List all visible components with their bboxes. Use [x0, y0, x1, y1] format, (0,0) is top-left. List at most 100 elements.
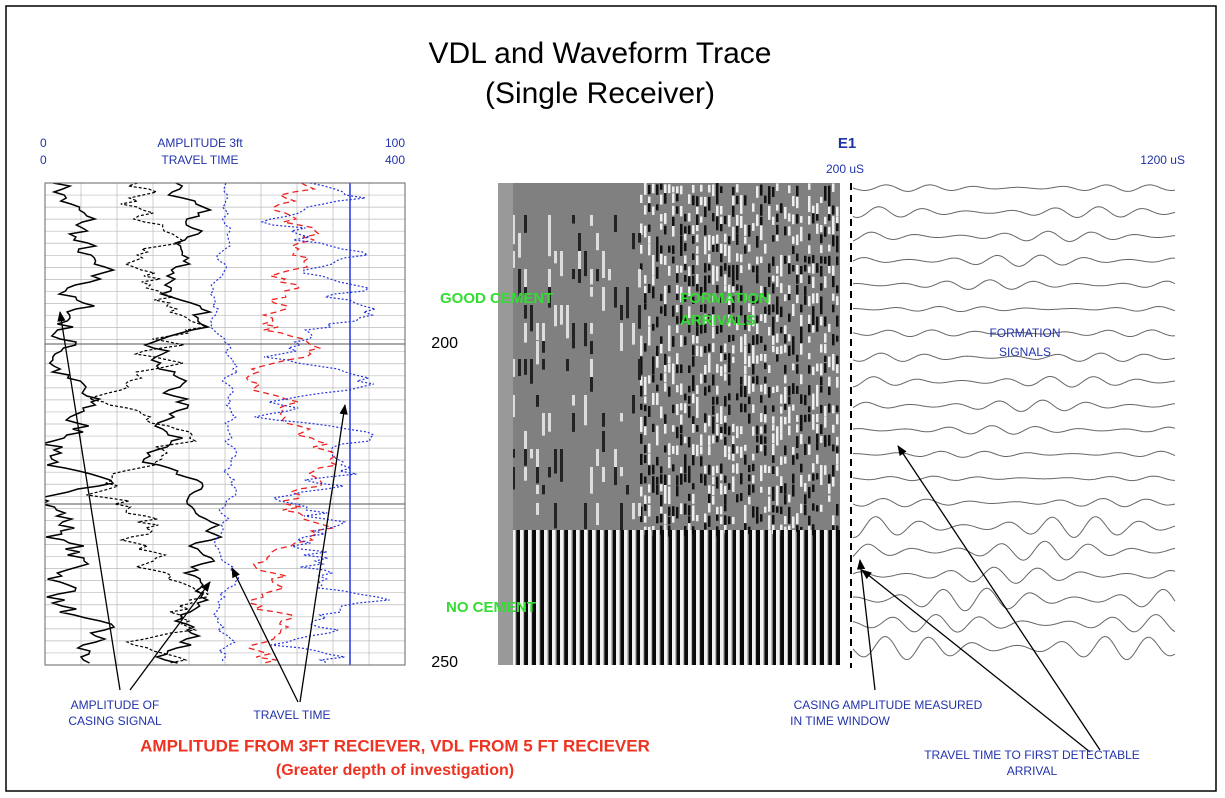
- decoration: [524, 530, 528, 665]
- decoration: [808, 336, 811, 342]
- decoration: [704, 423, 707, 432]
- decoration: [760, 487, 763, 493]
- decoration: [732, 265, 735, 276]
- decoration: [640, 454, 643, 465]
- decoration: [728, 483, 731, 490]
- decoration: [696, 336, 699, 343]
- decoration: [812, 414, 815, 422]
- decoration: [808, 385, 811, 395]
- decoration: [668, 285, 671, 293]
- decoration: [800, 274, 803, 283]
- decoration: [644, 455, 647, 463]
- decoration: [672, 226, 675, 237]
- decoration: [672, 405, 675, 413]
- decoration: [664, 365, 667, 372]
- decoration: [780, 530, 784, 665]
- decoration: [744, 445, 747, 451]
- decoration: [820, 377, 823, 386]
- decoration: [784, 375, 787, 383]
- decoration: [804, 415, 807, 422]
- decoration: [728, 393, 731, 400]
- waveform: [853, 567, 1175, 583]
- decoration: [812, 213, 815, 223]
- decoration: [824, 465, 827, 475]
- decoration: [776, 205, 779, 211]
- decoration: [652, 365, 655, 375]
- decoration: [812, 485, 815, 492]
- decoration: [756, 273, 759, 283]
- decoration: [764, 354, 767, 362]
- decoration: [724, 274, 727, 285]
- decoration: [676, 193, 679, 201]
- decoration: [768, 213, 771, 220]
- decoration: [792, 215, 795, 225]
- decoration: [580, 530, 584, 665]
- decoration: [660, 246, 663, 255]
- decoration: [740, 473, 743, 484]
- decoration: [796, 275, 799, 284]
- decoration: [764, 445, 767, 455]
- decoration: [596, 233, 599, 250]
- decoration: [740, 195, 743, 203]
- decoration: [572, 395, 575, 406]
- decoration: [720, 186, 723, 193]
- decoration: [756, 214, 759, 226]
- decoration: [560, 305, 563, 325]
- decoration: [498, 183, 513, 665]
- decoration: [800, 425, 803, 431]
- decoration: [652, 324, 655, 331]
- decoration: [744, 505, 747, 515]
- decoration: [676, 486, 679, 497]
- decoration: [664, 496, 667, 503]
- decoration: [724, 216, 727, 224]
- decoration: [812, 317, 815, 326]
- decoration: [712, 496, 715, 504]
- annotation: IN TIME WINDOW: [790, 714, 890, 728]
- decoration: [792, 405, 795, 411]
- decoration: [800, 434, 803, 444]
- decoration: [696, 515, 699, 521]
- decoration: [644, 530, 648, 665]
- decoration: [808, 204, 811, 212]
- decoration: [792, 196, 795, 206]
- decoration: [684, 504, 687, 515]
- decoration: [805, 530, 809, 665]
- zone-label: FORMATION: [680, 290, 770, 307]
- decoration: [824, 317, 827, 327]
- decoration: [708, 465, 711, 475]
- decoration: [744, 353, 747, 364]
- decoration: [776, 304, 779, 315]
- decoration: [696, 234, 699, 242]
- zone-label: GOOD CEMENT: [440, 290, 553, 307]
- decoration: [736, 274, 739, 280]
- decoration: [784, 325, 787, 334]
- decoration: [740, 336, 743, 345]
- decoration: [664, 383, 667, 391]
- decoration: [554, 449, 557, 474]
- decoration: [788, 426, 791, 436]
- decoration: [760, 435, 763, 444]
- decoration: [824, 276, 827, 288]
- decoration: [824, 417, 827, 428]
- decoration: [796, 386, 799, 394]
- decoration: [680, 266, 683, 273]
- decoration: [808, 436, 811, 443]
- decoration: [664, 286, 667, 298]
- decoration: [712, 184, 715, 196]
- decoration: [684, 530, 688, 665]
- decoration: [768, 277, 771, 287]
- vdl-label: E1: [838, 135, 856, 152]
- decoration: [736, 226, 739, 233]
- decoration: [660, 407, 663, 419]
- vdl-image: [498, 183, 844, 665]
- decoration: [605, 530, 609, 665]
- decoration: [784, 530, 788, 665]
- decoration: [776, 276, 779, 287]
- decoration: [720, 353, 723, 361]
- decoration: [808, 414, 811, 422]
- decoration: [648, 244, 651, 255]
- decoration: [548, 467, 551, 477]
- decoration: [824, 344, 827, 353]
- decoration: [788, 294, 791, 300]
- decoration: [672, 364, 675, 375]
